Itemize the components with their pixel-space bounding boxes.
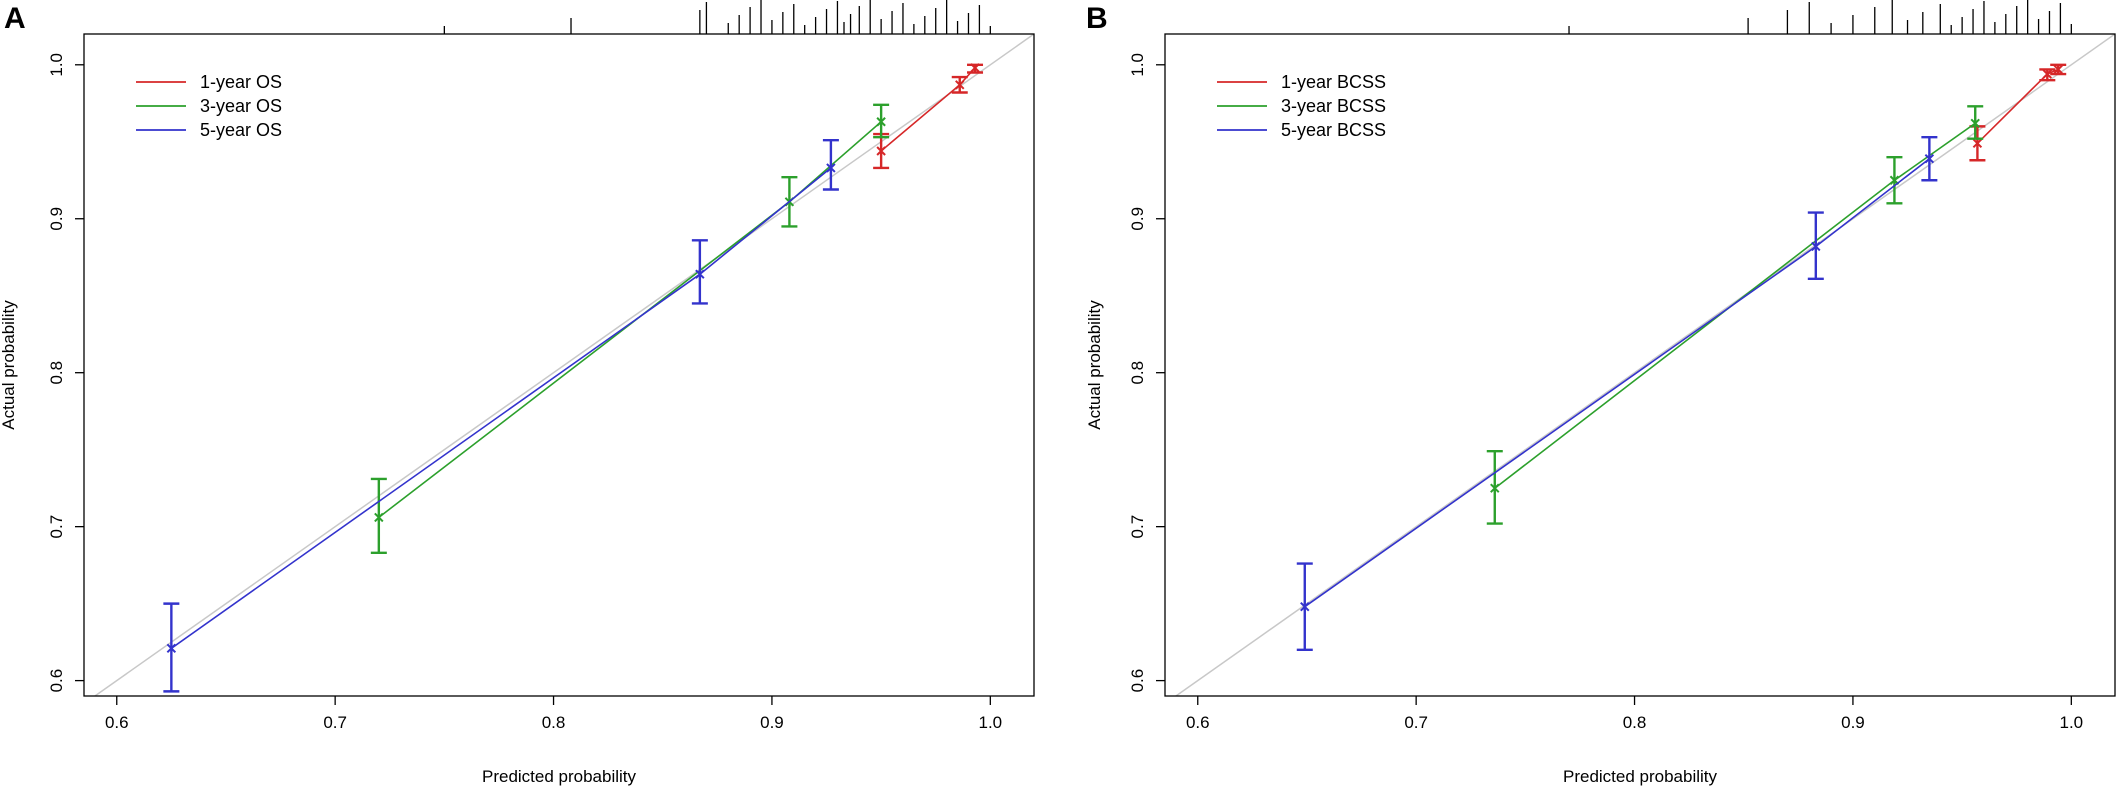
x-tick-label: 0.8 bbox=[1623, 713, 1647, 732]
y-tick-label: 0.6 bbox=[47, 669, 66, 693]
x-tick-label: 0.8 bbox=[542, 713, 566, 732]
x-tick-label: 0.7 bbox=[323, 713, 347, 732]
x-tick-label: 1.0 bbox=[979, 713, 1003, 732]
data-point-marker bbox=[2053, 64, 2063, 75]
data-point-marker bbox=[166, 643, 177, 653]
y-tick-label: 0.7 bbox=[47, 515, 66, 539]
y-tick-label: 0.9 bbox=[47, 207, 66, 231]
diagonal-reference-line bbox=[94, 34, 1034, 696]
panel-label: B bbox=[1086, 2, 1108, 35]
data-point-marker bbox=[826, 163, 836, 173]
plot-frame bbox=[83, 33, 1035, 697]
x-axis-title: Predicted probability bbox=[482, 767, 637, 786]
y-tick-label: 0.7 bbox=[1128, 515, 1147, 539]
data-point-marker bbox=[695, 269, 705, 279]
legend-label: 3-year BCSS bbox=[1281, 96, 1386, 116]
x-axis-title: Predicted probability bbox=[1563, 767, 1718, 786]
legend-label: 3-year OS bbox=[200, 96, 282, 116]
legend-label: 1-year BCSS bbox=[1281, 72, 1386, 92]
y-tick-label: 0.9 bbox=[1128, 207, 1147, 231]
data-point-marker bbox=[1924, 153, 1935, 164]
x-tick-label: 0.6 bbox=[1186, 713, 1210, 732]
data-point-marker bbox=[1300, 601, 1310, 612]
y-tick-label: 1.0 bbox=[47, 53, 66, 77]
series-line-5-year bbox=[170, 167, 832, 649]
y-tick-label: 0.8 bbox=[47, 361, 66, 385]
data-point-marker bbox=[876, 146, 886, 156]
x-tick-label: 0.6 bbox=[105, 713, 129, 732]
plot-frame bbox=[1164, 33, 2116, 697]
diagonal-reference-line bbox=[1175, 34, 2115, 696]
x-tick-label: 1.0 bbox=[2060, 713, 2084, 732]
y-axis-title: Actual probability bbox=[1085, 300, 1104, 430]
y-tick-label: 0.6 bbox=[1128, 669, 1147, 693]
legend: 1-year BCSS 3-year BCSS 5-year BCSS bbox=[1217, 72, 1386, 140]
y-tick-label: 0.8 bbox=[1128, 361, 1147, 385]
data-point-marker bbox=[2042, 69, 2053, 79]
x-tick-label: 0.7 bbox=[1404, 713, 1428, 732]
data-point-marker bbox=[1970, 118, 1980, 129]
y-axis-title: Actual probability bbox=[0, 300, 18, 430]
data-point-marker bbox=[1490, 483, 1500, 493]
panel-label: A bbox=[4, 2, 26, 35]
data-point-marker bbox=[1972, 138, 1983, 149]
x-tick-label: 0.9 bbox=[760, 713, 784, 732]
legend-label: 1-year OS bbox=[200, 72, 282, 92]
legend-label: 5-year BCSS bbox=[1281, 120, 1386, 140]
x-tick-label: 0.9 bbox=[1841, 713, 1865, 732]
legend-label: 5-year OS bbox=[200, 120, 282, 140]
data-point-marker bbox=[374, 512, 384, 523]
data-point-marker bbox=[970, 63, 980, 73]
legend: 1-year OS 3-year OS 5-year OS bbox=[136, 72, 282, 140]
y-tick-label: 1.0 bbox=[1128, 53, 1147, 77]
data-point-marker bbox=[876, 117, 886, 127]
data-point-marker bbox=[1811, 241, 1821, 252]
chart-panel-a: A 0.6 0.7 0.8 0.9 1.0 0.6 0.7 0.8 0.9 1.0 Predicted… bbox=[0, 0, 1035, 786]
chart-panel-b: B 0.6 0.7 0.8 0.9 1.0 0.6 0.7 0.8 0.9 1.0 Predicted… bbox=[1085, 0, 2116, 786]
data-point-marker bbox=[955, 80, 965, 90]
